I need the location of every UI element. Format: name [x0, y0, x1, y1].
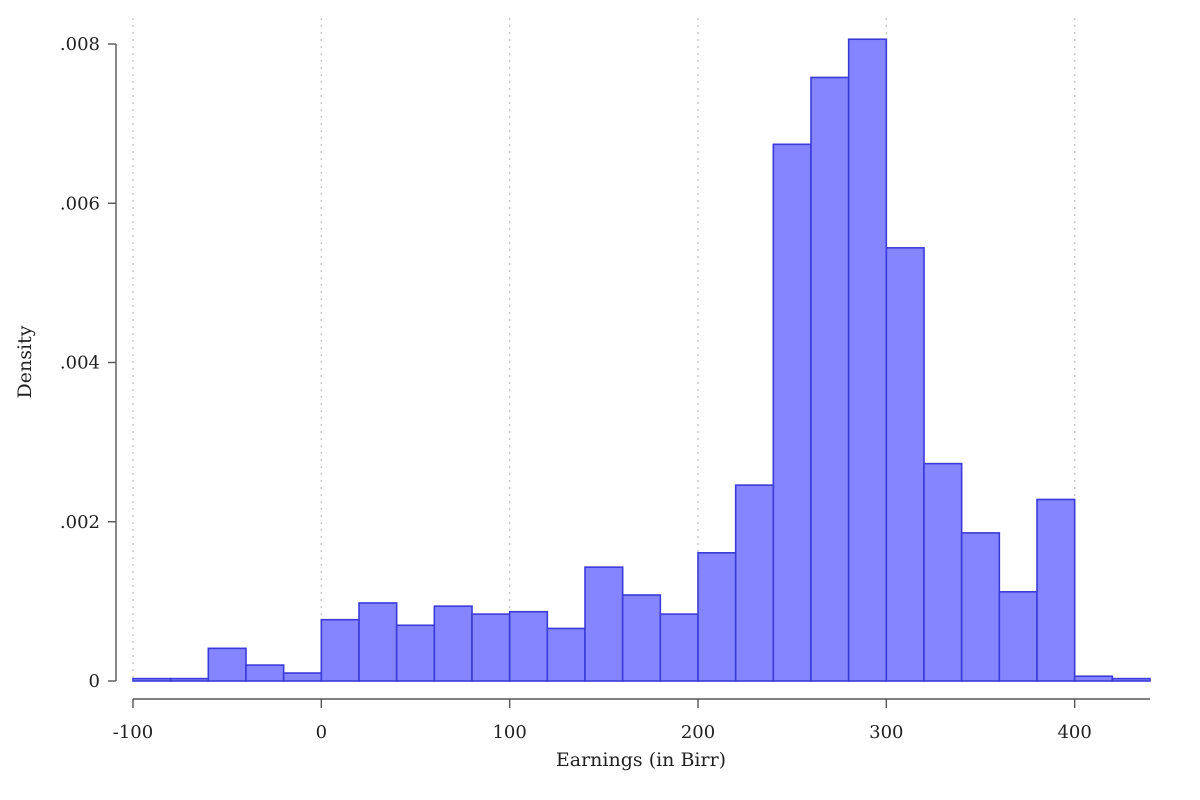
x-tick-label: -100 — [113, 722, 153, 743]
histogram-bar — [395, 624, 436, 682]
histogram-bar — [471, 613, 511, 682]
histogram-bar — [998, 591, 1038, 682]
y-tick-label: .006 — [60, 193, 100, 214]
histogram-bar — [772, 143, 812, 682]
histogram-bar — [433, 605, 473, 682]
histogram-bar — [734, 484, 775, 682]
histogram-bar — [810, 76, 850, 682]
histogram-bar — [358, 602, 398, 682]
histogram-bar — [320, 618, 360, 682]
histogram-bar — [282, 672, 323, 682]
x-tick-label: 400 — [1057, 722, 1091, 743]
histogram-bar — [245, 664, 285, 682]
histogram-bar — [207, 647, 247, 682]
histogram-bar — [847, 38, 888, 682]
y-axis-title: Density — [14, 325, 36, 398]
bars — [132, 38, 1151, 682]
histogram-bar — [1073, 675, 1114, 682]
histogram-bar — [659, 613, 699, 682]
histogram-bar — [546, 627, 586, 682]
x-tick-label: 100 — [492, 722, 526, 743]
histogram-bar — [697, 552, 737, 682]
y-tick-label: 0 — [89, 671, 100, 692]
histogram-bar — [508, 610, 549, 682]
x-axis-title: Earnings (in Birr) — [556, 749, 726, 771]
histogram-bar — [584, 566, 624, 682]
x-tick-label: 300 — [869, 722, 903, 743]
histogram-bar — [885, 247, 925, 682]
y-tick-label: .004 — [60, 353, 100, 374]
histogram-bar — [960, 532, 1001, 682]
histogram-bar — [923, 462, 963, 682]
axes: 0 .002 .004 .006 .008 -100 0 100 200 300 400 — [60, 34, 1150, 743]
y-tick-label: .008 — [60, 34, 100, 55]
histogram-bar — [169, 677, 210, 682]
histogram-bar — [1036, 498, 1076, 682]
x-tick-label: 0 — [316, 722, 327, 743]
x-tick-label: 200 — [681, 722, 715, 743]
histogram-bar — [132, 677, 172, 682]
y-tick-label: .002 — [60, 512, 100, 533]
histogram-bar — [621, 594, 662, 682]
histogram-bar — [1111, 677, 1151, 682]
